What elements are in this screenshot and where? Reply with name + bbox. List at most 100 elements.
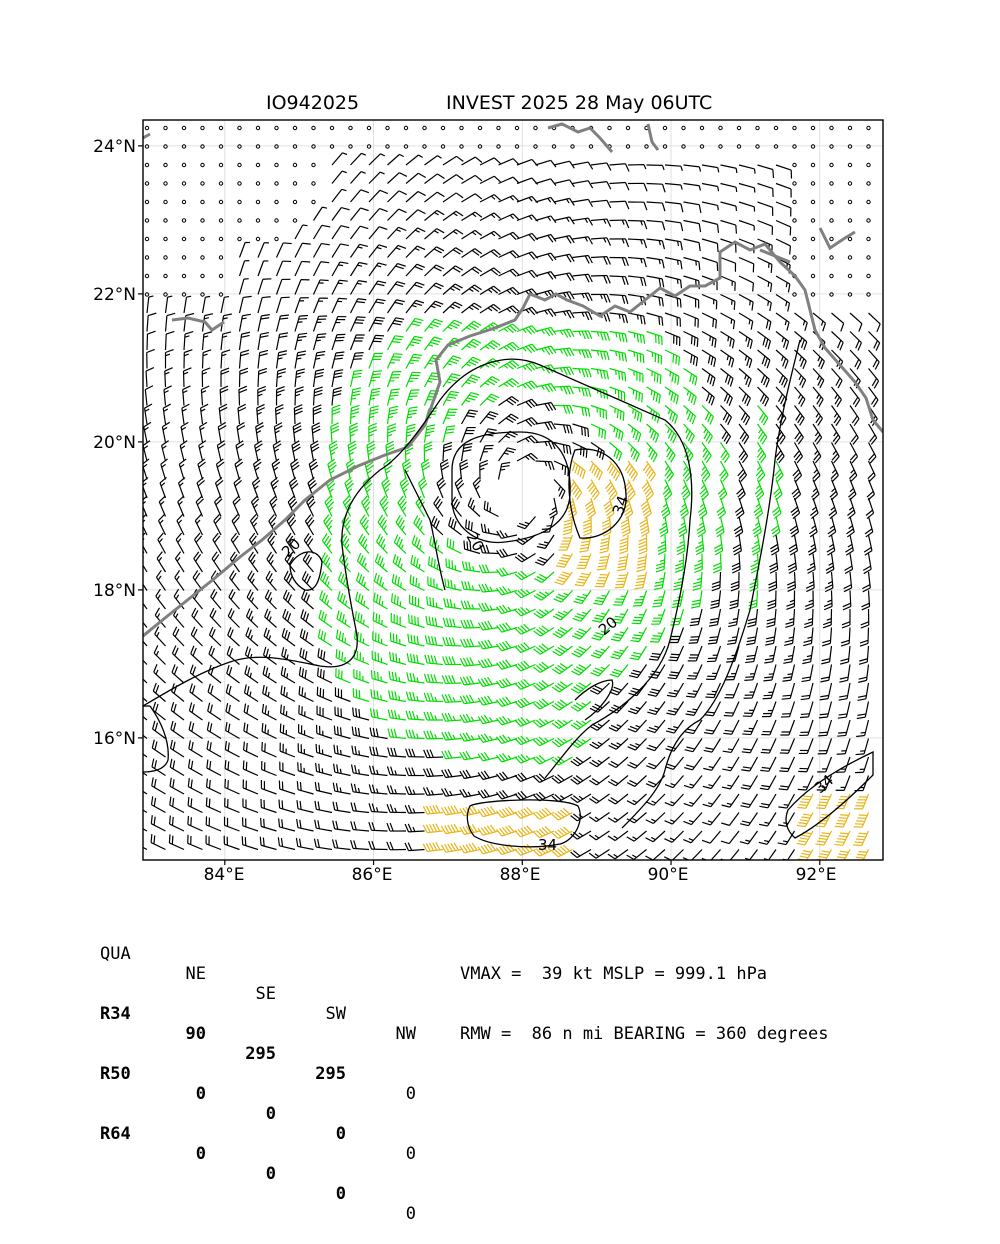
barb-half bbox=[139, 613, 141, 617]
barb-flag bbox=[355, 353, 364, 354]
barb-half bbox=[357, 283, 362, 284]
barb-flag bbox=[379, 615, 380, 624]
barb-half bbox=[428, 381, 433, 382]
barb-flag bbox=[432, 558, 433, 567]
barb-half bbox=[315, 358, 320, 359]
barb-half bbox=[303, 225, 308, 226]
barb-staff bbox=[849, 628, 850, 644]
barb-flag bbox=[434, 559, 435, 568]
barb-half bbox=[140, 576, 143, 580]
barb-half bbox=[242, 318, 247, 319]
barb-flag bbox=[771, 264, 772, 273]
barb-flag bbox=[299, 319, 308, 320]
barb-staff bbox=[720, 572, 721, 588]
barb-half bbox=[749, 320, 750, 325]
barb-staff bbox=[536, 461, 552, 462]
barb-flag bbox=[599, 560, 608, 561]
barb-flag bbox=[677, 298, 678, 307]
barb-flag bbox=[136, 645, 140, 653]
barb-half bbox=[677, 279, 678, 284]
barb-flag bbox=[283, 243, 292, 244]
barb-flag bbox=[373, 371, 382, 372]
barb-half bbox=[718, 205, 719, 210]
barb-flag bbox=[396, 654, 397, 663]
barb-flag bbox=[654, 373, 655, 382]
barb-flag bbox=[360, 633, 361, 642]
barb-flag bbox=[680, 299, 681, 308]
barb-flag bbox=[410, 575, 411, 584]
barb-flag bbox=[662, 317, 663, 326]
barb-flag bbox=[390, 652, 391, 661]
barb-half bbox=[224, 297, 229, 298]
barb-half bbox=[488, 528, 489, 533]
barb-half bbox=[651, 390, 652, 395]
barb-flag bbox=[581, 447, 582, 456]
barb-flag bbox=[642, 394, 643, 403]
barb-flag bbox=[643, 355, 644, 364]
barb-staff bbox=[628, 221, 644, 222]
barb-flag bbox=[657, 374, 658, 383]
barb-flag bbox=[773, 169, 774, 178]
barb-flag bbox=[429, 556, 430, 565]
barb-flag bbox=[679, 357, 680, 366]
barb-flag bbox=[354, 356, 363, 357]
barb-half bbox=[718, 186, 719, 191]
barb-staff bbox=[812, 609, 813, 625]
barb-flag bbox=[676, 356, 677, 365]
barb-flag bbox=[320, 280, 329, 281]
barb-half bbox=[750, 301, 751, 306]
barb-half bbox=[731, 319, 732, 324]
barb-flag bbox=[734, 301, 735, 310]
barb-flag bbox=[588, 429, 589, 438]
barb-flag bbox=[433, 598, 434, 607]
barb-flag bbox=[717, 243, 718, 252]
barb-flag bbox=[586, 449, 587, 458]
barb-half bbox=[500, 469, 505, 470]
barb-half bbox=[786, 282, 787, 287]
barb-flag bbox=[427, 596, 428, 605]
barb-flag bbox=[602, 429, 603, 438]
barb-flag bbox=[600, 557, 609, 558]
barb-half bbox=[755, 169, 756, 174]
barb-half bbox=[446, 400, 451, 401]
barb-half bbox=[338, 283, 343, 284]
barb-flag bbox=[355, 631, 356, 640]
barb-staff bbox=[166, 334, 167, 350]
barb-flag bbox=[605, 431, 606, 440]
barb-half bbox=[345, 638, 346, 643]
barb-flag bbox=[137, 608, 141, 615]
barb-flag bbox=[585, 428, 586, 437]
barb-flag bbox=[671, 621, 680, 622]
barb-flag bbox=[716, 320, 717, 329]
barb-half bbox=[139, 595, 142, 599]
barb-staff bbox=[483, 553, 499, 554]
barb-flag bbox=[654, 600, 663, 601]
barb-flag bbox=[299, 315, 308, 316]
barb-flag bbox=[652, 606, 661, 607]
barb-half bbox=[634, 333, 635, 338]
barb-half bbox=[736, 187, 737, 192]
barb-flag bbox=[447, 538, 448, 547]
barb-flag bbox=[639, 392, 640, 401]
barb-flag bbox=[412, 615, 413, 624]
barb-half bbox=[633, 409, 634, 414]
barb-flag bbox=[357, 317, 366, 318]
barb-flag bbox=[697, 338, 698, 347]
barb-flag bbox=[393, 653, 394, 662]
barb-flag bbox=[691, 336, 692, 345]
barb-flag bbox=[342, 652, 343, 661]
barb-half bbox=[639, 633, 644, 634]
barb-flag bbox=[317, 337, 326, 338]
barb-half bbox=[768, 282, 769, 287]
barb-half bbox=[363, 620, 364, 625]
barb-flag bbox=[392, 593, 393, 602]
barb-flag bbox=[339, 298, 348, 299]
barb-staff bbox=[573, 369, 589, 370]
barb-flag bbox=[625, 373, 626, 382]
barb-flag bbox=[617, 410, 618, 419]
barb-half bbox=[616, 351, 617, 356]
barb-half bbox=[297, 340, 302, 341]
barb-flag bbox=[672, 618, 681, 619]
barb-half bbox=[678, 260, 679, 265]
barb-staff bbox=[203, 353, 204, 369]
